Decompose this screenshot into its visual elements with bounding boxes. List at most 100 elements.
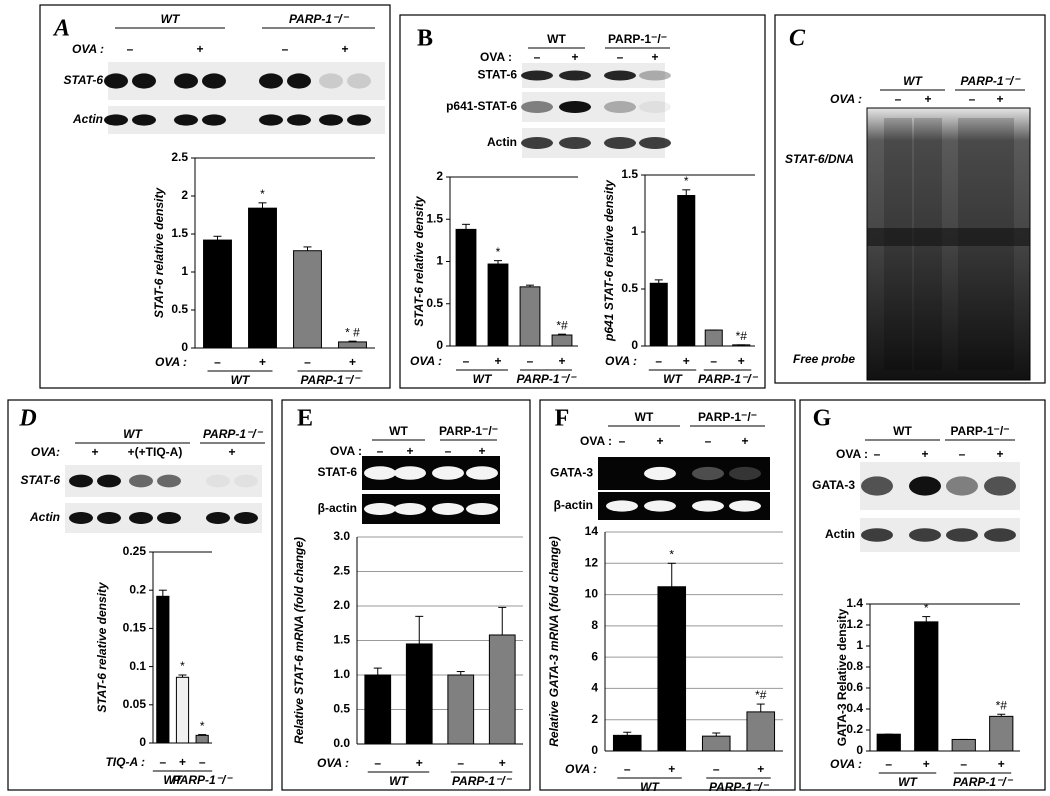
blot-band: [259, 73, 283, 89]
blot-group-label: WT: [161, 12, 181, 26]
blot-group-label: PARP-1⁻/⁻: [289, 12, 350, 26]
blot-group-label: PARP-1⁻/⁻: [950, 424, 1009, 438]
blot-band: [202, 114, 226, 126]
blot-band: [984, 476, 1016, 496]
panel-frame: [281, 399, 531, 791]
blot-group-label: WT: [893, 424, 912, 438]
blot-band: [319, 73, 343, 89]
y-tick-label: 1.4: [846, 596, 863, 610]
gel-band: [867, 228, 1030, 246]
y-tick-label: 6: [591, 649, 598, 663]
blot-band: [132, 114, 156, 126]
x-group-label: PARP-1⁻/⁻: [516, 372, 577, 386]
blot-band: [521, 137, 553, 149]
y-tick-label: 1: [631, 224, 638, 238]
y-tick-label: 0.5: [426, 296, 443, 310]
y-axis-label: Relative GATA-3 mRNA (fold change): [547, 536, 561, 746]
blot-lane-label: +: [196, 42, 203, 56]
x-tick-label: –: [374, 756, 381, 770]
blot-lane-label: +: [651, 50, 658, 64]
x-tick-label: +: [494, 354, 501, 368]
blot-lane-label: –: [705, 434, 712, 448]
blot-band: [157, 474, 181, 488]
bar: [989, 715, 1014, 752]
y-tick-label: 1.5: [171, 226, 188, 240]
panel-frame: [539, 399, 796, 791]
blot-band: [692, 466, 724, 481]
blot-band: [432, 503, 464, 515]
significance-label: *#: [996, 698, 1008, 712]
blot-band: [234, 512, 258, 524]
blot-band: [639, 101, 671, 113]
blot-group-label: WT: [123, 427, 143, 441]
y-tick-label: 0: [139, 735, 146, 749]
y-tick-label: 0.1: [129, 659, 146, 673]
x-group-label: PARP-1⁻/⁻: [173, 773, 234, 787]
blot-lane-label: +: [656, 434, 663, 448]
blot-band: [639, 70, 671, 81]
y-tick-label: 1: [856, 638, 863, 652]
blot-lane-label: –: [127, 42, 134, 56]
blot-band: [287, 73, 311, 89]
panel-frame: [39, 4, 391, 389]
blot-lane-label: –: [874, 447, 881, 461]
x-tick-label: –: [199, 755, 206, 769]
blot-group-label: WT: [389, 424, 408, 438]
bar: [951, 738, 976, 752]
y-axis-label: STAT-6 relative density: [412, 195, 426, 327]
y-tick-label: 10: [585, 587, 599, 601]
x-tick-label: –: [527, 354, 534, 368]
x-tick-label: +: [923, 757, 930, 771]
blot-band: [347, 73, 371, 89]
x-tick-label: +: [683, 354, 690, 368]
significance-label: *: [669, 547, 674, 561]
significance-label: *#: [736, 329, 748, 343]
gel-band-label: Free probe: [793, 352, 855, 366]
x-tick-label: +: [668, 762, 675, 776]
blot-treatment-label: OVA :: [830, 92, 862, 106]
bar: [914, 621, 939, 752]
blot-lane-label: –: [377, 444, 384, 458]
blot-treatment-label: OVA :: [580, 434, 612, 448]
y-tick-label: 1.5: [333, 633, 350, 647]
blot-band: [559, 101, 591, 113]
x-tick-label: +: [998, 757, 1005, 771]
y-tick-label: 0.5: [171, 302, 188, 316]
x-group-label: PARP-1⁻/⁻: [300, 373, 361, 387]
y-axis-label: Relative STAT-6 mRNA (fold change): [292, 537, 306, 744]
y-tick-label: 0: [856, 743, 863, 757]
panel-frame: [7, 399, 273, 791]
blot-band: [129, 512, 153, 524]
bar: [338, 341, 367, 349]
x-row-label: OVA :: [317, 756, 349, 770]
blot-band: [692, 500, 724, 512]
y-tick-label: 12: [585, 555, 599, 569]
blot-row-label: p641-STAT-6: [446, 99, 517, 113]
blot-band: [174, 114, 198, 126]
blot-row-label: STAT-6: [477, 68, 517, 82]
significance-label: *: [200, 719, 205, 733]
y-tick-label: 0.0: [333, 736, 350, 750]
bar: [649, 282, 668, 347]
x-row-label: OVA :: [605, 354, 637, 368]
y-tick-label: 1: [181, 264, 188, 278]
significance-label: *: [924, 601, 929, 615]
x-tick-label: +: [179, 755, 186, 769]
y-axis-label: STAT-6 relative density: [95, 581, 109, 713]
blot-lane-label: –: [445, 444, 452, 458]
blot-band: [69, 512, 93, 524]
x-tick-label: +: [259, 355, 266, 369]
significance-label: *: [496, 245, 501, 259]
bar: [156, 595, 170, 744]
x-row-label: OVA :: [410, 354, 442, 368]
blot-band: [347, 114, 371, 126]
x-group-label: WT: [389, 774, 409, 788]
y-tick-label: 0: [631, 338, 638, 352]
blot-treatment-label: OVA :: [330, 444, 362, 458]
x-tick-label: +: [738, 354, 745, 368]
y-tick-label: 0: [181, 340, 188, 354]
blot-band: [364, 503, 396, 515]
blot-row-label: STAT-6: [317, 465, 357, 479]
x-group-label: WT: [663, 372, 683, 386]
y-tick-label: 2: [591, 712, 598, 726]
